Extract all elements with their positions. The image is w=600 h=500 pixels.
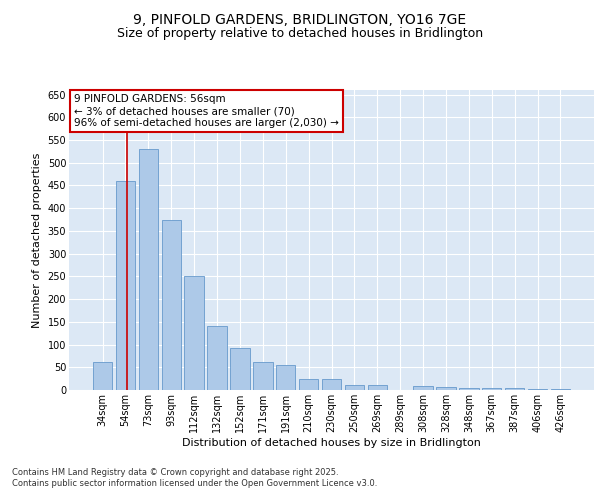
Bar [459, 388, 479, 390]
Bar [184, 276, 204, 390]
Text: Size of property relative to detached houses in Bridlington: Size of property relative to detached ho… [117, 28, 483, 40]
Bar [139, 149, 158, 390]
Bar [116, 181, 135, 390]
Bar [505, 388, 524, 390]
Bar [368, 386, 387, 390]
Bar [230, 348, 250, 390]
Bar [161, 220, 181, 390]
Bar [253, 362, 272, 390]
Bar [482, 388, 502, 390]
Bar [299, 378, 319, 390]
Bar [276, 365, 295, 390]
Bar [322, 378, 341, 390]
Bar [551, 388, 570, 390]
Text: 9, PINFOLD GARDENS, BRIDLINGTON, YO16 7GE: 9, PINFOLD GARDENS, BRIDLINGTON, YO16 7G… [133, 12, 467, 26]
Text: Contains HM Land Registry data © Crown copyright and database right 2025.
Contai: Contains HM Land Registry data © Crown c… [12, 468, 377, 487]
Y-axis label: Number of detached properties: Number of detached properties [32, 152, 42, 328]
Text: 9 PINFOLD GARDENS: 56sqm
← 3% of detached houses are smaller (70)
96% of semi-de: 9 PINFOLD GARDENS: 56sqm ← 3% of detache… [74, 94, 339, 128]
X-axis label: Distribution of detached houses by size in Bridlington: Distribution of detached houses by size … [182, 438, 481, 448]
Bar [528, 388, 547, 390]
Bar [344, 386, 364, 390]
Bar [436, 387, 455, 390]
Bar [413, 386, 433, 390]
Bar [93, 362, 112, 390]
Bar [208, 326, 227, 390]
